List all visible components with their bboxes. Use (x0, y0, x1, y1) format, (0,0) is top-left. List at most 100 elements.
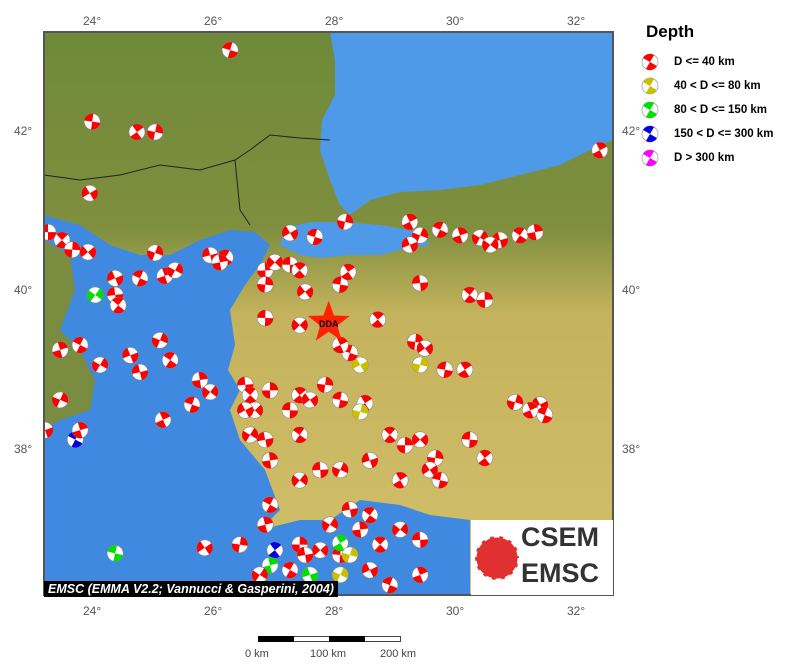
focal-mechanism[interactable] (330, 459, 351, 480)
focal-mechanism[interactable] (369, 533, 392, 556)
focal-mechanism[interactable] (429, 219, 450, 240)
focal-mechanism[interactable] (84, 284, 106, 306)
beachball[interactable] (640, 124, 660, 144)
focal-mechanism[interactable] (152, 409, 173, 430)
focal-mechanism[interactable] (256, 276, 274, 293)
focal-mechanism[interactable] (239, 424, 261, 446)
focal-mechanism[interactable] (409, 428, 432, 451)
focal-mechanism[interactable] (436, 360, 455, 379)
focal-mechanism[interactable] (399, 211, 420, 232)
focal-mechanism[interactable] (410, 355, 429, 374)
focal-mechanism[interactable] (107, 294, 130, 317)
focal-mechanism[interactable] (255, 515, 275, 535)
focal-mechanism[interactable] (410, 564, 431, 585)
focal-mechanism[interactable] (414, 337, 436, 359)
focal-mechanism[interactable] (256, 309, 274, 327)
focal-mechanism[interactable] (411, 274, 429, 292)
beachball[interactable] (640, 76, 660, 96)
focal-mechanism[interactable] (411, 531, 429, 549)
focal-mechanism[interactable] (279, 222, 301, 244)
focal-mechanism[interactable] (150, 330, 171, 351)
focal-mechanism[interactable] (239, 384, 262, 407)
focal-mechanism[interactable] (40, 223, 57, 241)
focal-mechanism[interactable] (458, 284, 481, 307)
focal-mechanism[interactable] (83, 113, 101, 131)
focal-mechanism[interactable] (520, 400, 541, 421)
focal-mechanism[interactable] (264, 251, 287, 274)
focal-mechanism[interactable] (106, 544, 125, 563)
focal-mechanism[interactable] (220, 40, 240, 60)
beachball[interactable] (640, 148, 660, 168)
focal-mechanism[interactable] (474, 447, 497, 470)
focal-mechanism[interactable] (281, 401, 299, 419)
focal-mechanism[interactable] (335, 212, 354, 231)
focal-mechanism[interactable] (396, 436, 414, 454)
focal-mechanism[interactable] (399, 234, 420, 255)
focal-mechanism[interactable] (210, 253, 229, 272)
focal-mechanism[interactable] (366, 308, 389, 331)
focal-mechanism[interactable] (431, 471, 450, 490)
focal-mechanism[interactable] (279, 559, 301, 581)
focal-mechanism[interactable] (79, 182, 101, 204)
focal-mechanism[interactable] (182, 395, 202, 415)
focal-mechanism[interactable] (331, 275, 349, 293)
focal-mechanism[interactable] (261, 382, 279, 399)
focal-mechanism[interactable] (340, 545, 360, 565)
focal-mechanism[interactable] (126, 121, 148, 143)
focal-mechanism[interactable] (130, 362, 149, 381)
focal-mechanism[interactable] (305, 227, 325, 247)
focal-mechanism[interactable] (256, 430, 275, 449)
focal-mechanism[interactable] (264, 539, 286, 561)
focal-mechanism[interactable] (261, 451, 279, 469)
focal-mechanism[interactable] (316, 376, 334, 394)
focal-mechanism[interactable] (288, 314, 311, 337)
focal-mechanism[interactable] (389, 469, 411, 491)
focal-mechanism[interactable] (199, 381, 221, 403)
focal-mechanism[interactable] (359, 559, 380, 580)
focal-mechanism[interactable] (331, 391, 350, 410)
focal-mechanism[interactable] (299, 389, 321, 411)
focal-mechanism[interactable] (505, 392, 525, 412)
focal-mechanism[interactable] (509, 224, 531, 246)
focal-mechanism[interactable] (50, 389, 71, 410)
focal-mechanism[interactable] (77, 241, 100, 264)
focal-mechanism[interactable] (146, 123, 165, 142)
focal-mechanism[interactable] (454, 359, 476, 381)
focal-mechanism[interactable] (194, 537, 216, 559)
focal-mechanism[interactable] (379, 424, 402, 447)
focal-mechanism[interactable] (89, 354, 111, 376)
focal-mechanism[interactable] (589, 140, 611, 162)
focal-mechanism[interactable] (389, 518, 412, 541)
focal-mechanism[interactable] (479, 234, 501, 256)
focal-mechanism[interactable] (289, 424, 311, 446)
focal-mechanism[interactable] (309, 539, 332, 562)
focal-mechanism[interactable] (461, 431, 479, 448)
focal-mechanism[interactable] (159, 349, 181, 371)
focal-mechanism[interactable] (380, 575, 401, 596)
focal-mechanism[interactable] (51, 229, 74, 252)
focal-mechanism[interactable] (476, 291, 494, 309)
focal-mechanism[interactable] (234, 399, 256, 421)
focal-mechanism[interactable] (164, 260, 186, 282)
focal-mechanism[interactable] (231, 535, 249, 553)
focal-mechanism[interactable] (319, 514, 341, 536)
focal-mechanism[interactable] (311, 461, 329, 479)
focal-mechanism[interactable] (294, 281, 316, 303)
beachball[interactable] (640, 100, 660, 120)
focal-mechanism[interactable] (450, 225, 470, 245)
beachball[interactable] (640, 52, 660, 72)
focal-mechanism[interactable] (69, 334, 90, 355)
focal-mechanism[interactable] (330, 564, 351, 585)
focal-mechanism[interactable] (129, 268, 150, 289)
focal-mechanism[interactable] (288, 469, 311, 492)
focal-mechanism[interactable] (70, 420, 90, 440)
focal-mechanism[interactable] (330, 334, 351, 355)
focal-mechanism[interactable] (350, 402, 370, 422)
focal-mechanism[interactable] (337, 261, 359, 283)
focal-mechanism[interactable] (259, 494, 281, 516)
focal-mechanism[interactable] (105, 268, 126, 289)
focal-mechanism[interactable] (359, 504, 381, 526)
focal-mechanism[interactable] (120, 345, 141, 366)
focal-mechanism[interactable] (145, 243, 166, 264)
